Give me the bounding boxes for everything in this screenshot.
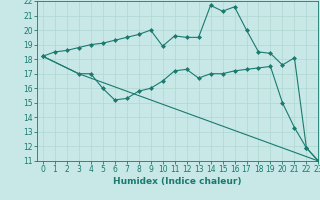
X-axis label: Humidex (Indice chaleur): Humidex (Indice chaleur) — [113, 177, 242, 186]
